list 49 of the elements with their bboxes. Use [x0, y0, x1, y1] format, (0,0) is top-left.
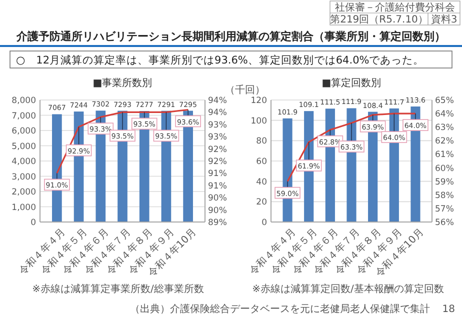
text: 介護予防通所リハビリテーション長期間利用減算の算定割合（事業所別・算定回数別）	[16, 30, 446, 43]
y-tick-label: 7,000	[12, 111, 36, 122]
text: 資料3	[430, 14, 458, 26]
text: 第219回（R5.7.10）	[330, 14, 428, 26]
y-tick-label: 2,000	[12, 188, 36, 198]
y-axis-title: （千回）	[225, 84, 265, 96]
text: 18	[442, 304, 455, 315]
y2-tick-label: 63%	[435, 123, 454, 134]
y-tick-label: 60	[256, 157, 267, 167]
y2-tick-label: 56%	[435, 218, 454, 228]
y-tick-label: 1,000	[12, 202, 36, 213]
y-tick-label: 3,000	[12, 172, 36, 182]
text: ○ 12月減算の算定率は、事業所別では93.6%、算定回数別では64.0%であった。	[16, 54, 424, 66]
y-tick-label: 4,000	[12, 157, 36, 167]
y2-tick-label: 94%	[208, 108, 227, 118]
y-tick-label: 8,000	[12, 96, 36, 106]
text: （出典）介護保険総合データベースを元に老健局老人保健課で集計	[130, 303, 430, 315]
y2-tick-label: 89%	[208, 218, 227, 228]
y2-tick-label: 94%	[208, 96, 227, 106]
y-tick-label: 5,000	[12, 142, 36, 152]
y-tick-label: 40	[256, 177, 267, 188]
y-tick-label: 120	[250, 96, 267, 106]
y2-tick-label: 65%	[435, 96, 454, 106]
y2-tick-label: 93%	[208, 132, 227, 143]
y2-tick-label: 59%	[435, 177, 454, 188]
text: ※赤線は減算算定事業所数/総事業所数	[32, 283, 204, 295]
chart-title: ■事業所数別	[92, 77, 152, 89]
y-tick-label: 20	[256, 198, 267, 208]
y2-tick-label: 90%	[208, 206, 227, 216]
chart-title: ■算定回数別	[322, 77, 382, 89]
y2-tick-label: 93%	[208, 120, 227, 130]
y2-tick-label: 62%	[435, 136, 454, 147]
y2-tick-label: 61%	[435, 150, 454, 160]
y2-tick-label: 60%	[435, 164, 454, 174]
y-tick-label: 80	[256, 136, 267, 147]
y2-tick-label: 92%	[208, 157, 227, 167]
y2-tick-label: 91%	[208, 181, 227, 192]
y2-tick-label: 90%	[208, 194, 227, 204]
text: 社保審－介護給付費分科会	[335, 2, 455, 14]
y2-tick-label: 92%	[208, 144, 227, 155]
y2-tick-label: 57%	[435, 204, 454, 214]
y-tick-label: 100	[250, 116, 267, 126]
y2-tick-label: 58%	[435, 190, 454, 201]
y2-tick-label: 64%	[435, 110, 454, 120]
y-tick-label: 6,000	[12, 126, 36, 136]
y-tick-label: 0	[30, 218, 36, 228]
y2-tick-label: 91%	[208, 169, 227, 180]
text: ※赤線は減算算定回数/基本報酬の算定回数	[252, 283, 444, 295]
y-tick-label: 0	[262, 218, 267, 228]
